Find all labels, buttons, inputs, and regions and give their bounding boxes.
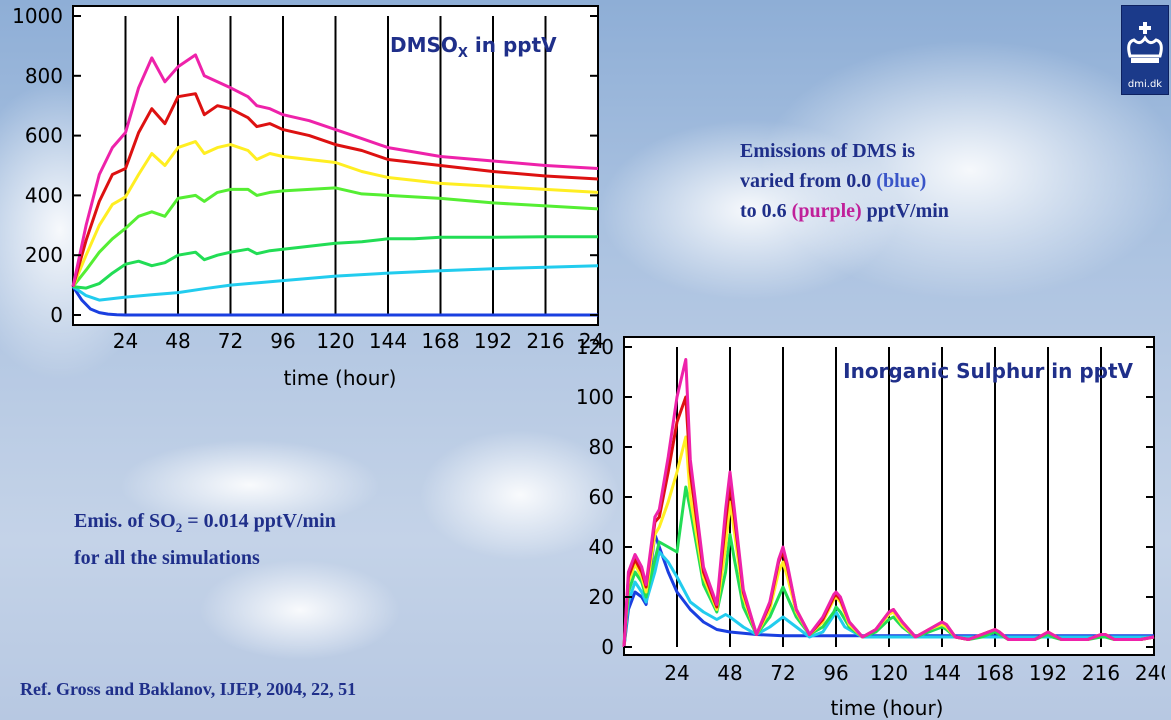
- emissions-line-3: to 0.6 (purple) pptV/min: [740, 200, 949, 222]
- series-line-7: [71, 53, 599, 287]
- y-tick-label: 80: [589, 435, 614, 459]
- x-tick-label: 168: [421, 329, 459, 353]
- logo-label: dmi.dk: [1127, 79, 1163, 90]
- x-tick-label: 48: [717, 661, 742, 685]
- sulphur-chart-title: Inorganic Sulphur in pptV: [843, 359, 1133, 383]
- x-tick-label: 144: [369, 329, 407, 353]
- y-tick-label: 120: [576, 335, 614, 359]
- inorganic-sulphur-chart: 0 20 40 60 80 100 120 24 48 72 96 120 144 168 192 216 2…: [576, 335, 1165, 720]
- x-tick-label: 48: [165, 329, 190, 353]
- x-tick-label: 192: [1029, 661, 1067, 685]
- series-line-1: [71, 285, 598, 317]
- dmsox-chart: 0 200 400 600 800 1000 24 48 72 96 120 144 168 192 21…: [12, 4, 605, 390]
- x-tick-label: 240: [579, 329, 605, 353]
- series-line-3: [72, 235, 598, 290]
- x-tick-label: 24: [664, 661, 689, 685]
- emissions-line-2: varied from 0.0 (blue): [740, 170, 927, 192]
- y-tick-label: 600: [25, 124, 63, 148]
- x-tick-label: 24: [113, 329, 138, 353]
- x-tick-label: 96: [270, 329, 295, 353]
- y-tick-label: 100: [576, 385, 614, 409]
- y-tick-label: 800: [25, 64, 63, 88]
- purple-label: (purple): [791, 200, 862, 222]
- x-tick-label: 120: [870, 661, 908, 685]
- series-line-2: [622, 550, 1154, 648]
- y-tick-label: 40: [589, 535, 614, 559]
- y-tick-label: 200: [25, 243, 63, 267]
- so2-line-1: Emis. of SO2 = 0.014 pptV/min: [74, 510, 336, 535]
- y-tick-label: 0: [50, 303, 63, 327]
- dmsox-title-subscript: X: [458, 46, 468, 61]
- dmsox-x-axis-label: time (hour): [284, 366, 397, 390]
- emissions-line-1: Emissions of DMS is: [740, 140, 916, 162]
- x-tick-label: 240: [1135, 661, 1165, 685]
- so2-annotation: Emis. of SO2 = 0.014 pptV/min for all th…: [74, 506, 336, 573]
- crown-icon: [1127, 22, 1163, 63]
- series-line-3: [622, 485, 1155, 648]
- sulphur-x-axis-label: time (hour): [831, 696, 944, 720]
- x-tick-label: 216: [526, 329, 564, 353]
- background-cloud: [420, 430, 620, 560]
- dmi-logo: dmi.dk: [1121, 5, 1169, 95]
- x-tick-label: 192: [474, 329, 512, 353]
- y-tick-label: 20: [589, 585, 614, 609]
- series-line-5: [71, 140, 599, 288]
- x-tick-label: 72: [770, 661, 795, 685]
- background-cloud: [120, 440, 380, 530]
- x-tick-label: 144: [923, 661, 961, 685]
- emissions-annotation: Emissions of DMS is varied from 0.0 (blu…: [740, 136, 949, 226]
- y-tick-label: 60: [589, 485, 614, 509]
- x-tick-label: 96: [823, 661, 848, 685]
- x-tick-label: 216: [1082, 661, 1120, 685]
- reference-text: Ref. Gross and Baklanov, IJEP, 2004, 22,…: [20, 679, 357, 699]
- series-line-4: [71, 186, 599, 288]
- series-line-2: [72, 264, 599, 302]
- y-tick-label: 1000: [12, 4, 63, 28]
- x-tick-label: 120: [316, 329, 354, 353]
- series-line-6: [622, 358, 1155, 648]
- blue-label: (blue): [876, 170, 927, 192]
- y-tick-label: 400: [25, 183, 63, 207]
- so2-line-2: for all the simulations: [74, 547, 260, 569]
- y-tick-label: 0: [601, 635, 614, 659]
- series-line-6: [71, 92, 599, 288]
- dmsox-chart-title: DMSOX in pptV: [390, 33, 557, 61]
- x-tick-label: 168: [976, 661, 1014, 685]
- background-cloud: [760, 40, 1171, 300]
- background-cloud: [200, 560, 400, 660]
- x-tick-label: 72: [218, 329, 243, 353]
